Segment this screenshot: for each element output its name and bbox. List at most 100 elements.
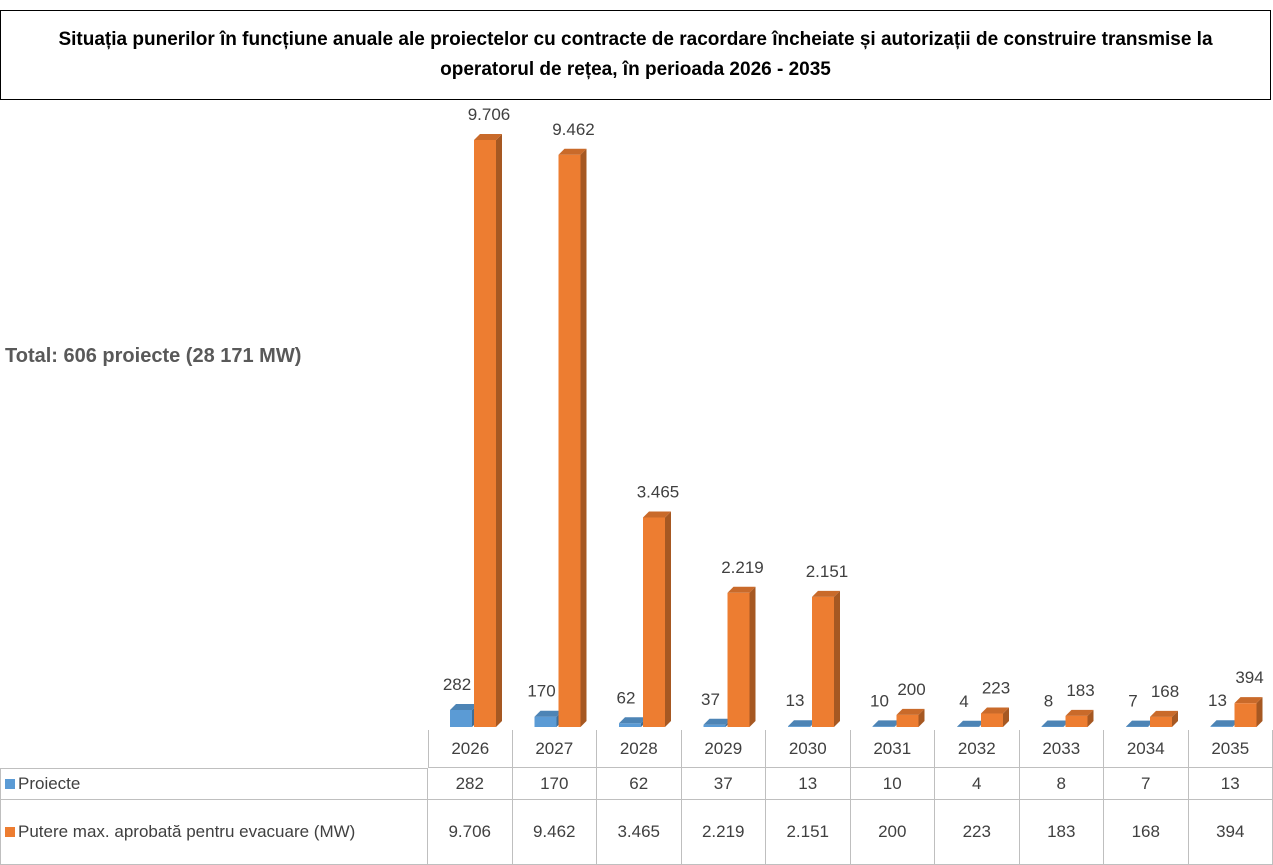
bar-side [496,134,502,727]
bar-side [834,590,840,727]
bar-front [1234,703,1257,727]
bar-front [872,726,895,727]
data-label: 7 [1128,692,1137,711]
x-tick-label: 2028 [597,730,682,768]
data-label: 200 [897,680,925,699]
bar-front [1150,716,1172,727]
bar [896,708,925,727]
data-label: 282 [443,675,471,694]
table-cell: 2.151 [766,800,851,865]
table-cell: 394 [1188,800,1273,865]
bar-top [981,707,1009,714]
bar-front [727,592,750,727]
bar-top [643,511,671,518]
bar-side [580,148,587,727]
bar-top [1126,720,1154,727]
annotation: Total: 606 proiecte (28 171 MW) [5,345,302,367]
data-label: 9.462 [552,120,595,139]
bar [957,720,985,727]
bar-top [450,703,478,710]
bar-top [1041,720,1070,727]
table-cell: 37 [681,768,766,800]
legend-item: Putere max. aprobată pentru evacuare (MW… [0,800,428,865]
bar-top [812,590,840,597]
bar-front [534,716,557,727]
bar-top [1234,697,1263,704]
bar-side [1087,709,1094,727]
bar [872,720,901,727]
bar-top [957,720,985,727]
bar-side [1256,697,1263,727]
bar-side [918,708,925,727]
bar-side [749,586,756,727]
table-cell: 13 [766,768,851,800]
legend-swatch [5,827,15,837]
bar-front [1210,726,1233,727]
bar-front [1065,715,1088,727]
x-tick-label: 2029 [681,730,766,768]
legend-label: Putere max. aprobată pentru evacuare (MW… [18,822,356,841]
x-tick-label: 2033 [1019,730,1104,768]
data-label: 10 [870,691,889,710]
table-cell: 13 [1188,768,1273,800]
bar-side [1003,707,1009,727]
table-cell: 2.219 [681,800,766,865]
x-tick-label: 2035 [1188,730,1273,768]
bar [474,134,502,727]
table-cell: 4 [935,768,1020,800]
bar [1126,720,1154,727]
bar [1234,697,1263,727]
bar [450,703,478,727]
bar-front [981,713,1003,727]
data-label: 394 [1235,668,1263,687]
chart-title: Situația punerilor în funcțiune anuale a… [0,10,1271,100]
data-label: 37 [701,690,720,709]
bar-top [1150,710,1178,717]
data-label: 2.151 [806,562,849,581]
bar-top [534,710,563,717]
bar-front [619,723,641,727]
bar-top [474,134,502,140]
bar-top [896,708,925,715]
legend-label: Proiecte [18,774,81,793]
bar-top [558,148,587,155]
bar [1065,709,1094,727]
bar [788,720,816,727]
data-label: 183 [1066,681,1094,700]
table-cell: 9.462 [512,800,597,865]
table-cell: 10 [850,768,935,800]
bar-front [703,724,726,727]
data-label: 168 [1151,682,1179,701]
bar-top [1210,720,1239,727]
bar [558,148,587,727]
table-cell: 168 [1104,800,1189,865]
bar-front [450,709,472,727]
bar-top [727,586,756,593]
bar-front [643,517,665,727]
x-tick-label: 2031 [850,730,935,768]
bar [619,717,647,727]
table-cell: 8 [1019,768,1104,800]
x-tick-label: 2026 [428,730,513,768]
x-tick-label: 2032 [935,730,1020,768]
table-cell: 200 [850,800,935,865]
table-cell: 223 [935,800,1020,865]
bar [812,590,840,727]
data-label: 2.219 [721,558,764,577]
data-label: 13 [1208,691,1227,710]
table-cell: 9.706 [428,800,513,865]
bar-side [665,511,671,727]
data-label: 3.465 [637,482,680,501]
bar-top [619,717,647,724]
data-label: 8 [1044,692,1053,711]
bar [703,718,732,727]
table-cell: 183 [1019,800,1104,865]
x-tick-label: 2027 [512,730,597,768]
table-cell: 3.465 [597,800,682,865]
table-cell: 7 [1104,768,1189,800]
table-cell: 170 [512,768,597,800]
x-tick-label: 2030 [766,730,851,768]
bar [643,511,671,727]
legend-item: Proiecte [0,768,428,800]
